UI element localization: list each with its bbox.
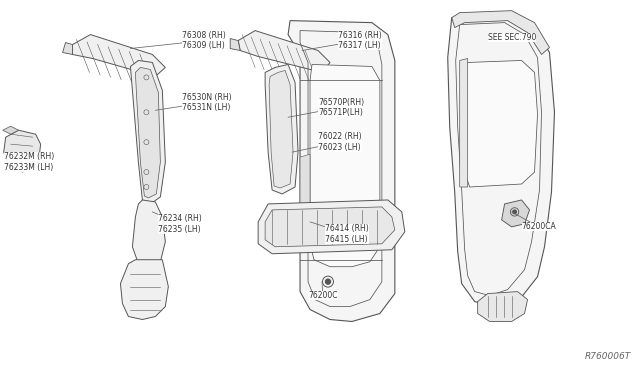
Polygon shape xyxy=(120,260,168,320)
Polygon shape xyxy=(460,58,468,187)
Polygon shape xyxy=(238,31,330,73)
Polygon shape xyxy=(461,61,538,187)
Polygon shape xyxy=(288,20,395,321)
Polygon shape xyxy=(300,154,310,224)
Text: 76200C: 76200C xyxy=(308,282,337,300)
Polygon shape xyxy=(265,207,395,247)
Text: 76200CA: 76200CA xyxy=(511,212,556,231)
Polygon shape xyxy=(3,126,19,134)
Text: R760006T: R760006T xyxy=(585,352,631,361)
Text: 76530N (RH)
76531N (LH): 76530N (RH) 76531N (LH) xyxy=(156,93,232,112)
Polygon shape xyxy=(230,39,240,51)
Text: 76232M (RH)
76233M (LH): 76232M (RH) 76233M (LH) xyxy=(4,153,54,172)
Text: 76234 (RH)
76235 (LH): 76234 (RH) 76235 (LH) xyxy=(152,212,202,234)
Polygon shape xyxy=(448,15,554,307)
Circle shape xyxy=(326,279,330,284)
Polygon shape xyxy=(132,200,165,267)
Polygon shape xyxy=(310,64,380,267)
Polygon shape xyxy=(4,130,40,172)
Text: 76022 (RH)
76023 (LH): 76022 (RH) 76023 (LH) xyxy=(292,132,362,152)
Polygon shape xyxy=(502,200,529,227)
Text: 76308 (RH)
76309 (LH): 76308 (RH) 76309 (LH) xyxy=(131,31,226,50)
Polygon shape xyxy=(452,11,550,54)
Polygon shape xyxy=(131,61,165,204)
Circle shape xyxy=(513,210,516,214)
Text: 76414 (RH)
76415 (LH): 76414 (RH) 76415 (LH) xyxy=(310,222,369,244)
Polygon shape xyxy=(269,70,293,188)
Text: SEE SEC.790: SEE SEC.790 xyxy=(488,33,536,42)
Polygon shape xyxy=(63,42,72,54)
Polygon shape xyxy=(136,67,161,198)
Polygon shape xyxy=(72,35,165,76)
Polygon shape xyxy=(477,292,527,321)
Text: 76570P(RH)
76571P(LH): 76570P(RH) 76571P(LH) xyxy=(288,97,364,117)
Polygon shape xyxy=(265,64,298,194)
Text: 76316 (RH)
76317 (LH): 76316 (RH) 76317 (LH) xyxy=(302,31,381,51)
Polygon shape xyxy=(258,200,405,254)
